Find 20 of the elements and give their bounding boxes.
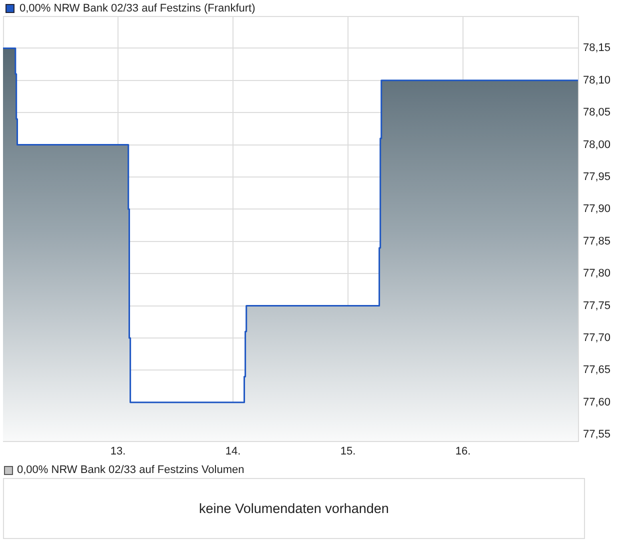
x-tick-label: 14. xyxy=(225,446,241,458)
y-tick-label: 77,85 xyxy=(583,235,611,248)
y-tick-label: 78,05 xyxy=(583,106,611,119)
x-tick-label: 15. xyxy=(340,446,356,458)
text: keine Volumendaten vorhanden xyxy=(199,501,389,516)
y-tick-label: 77,75 xyxy=(583,300,611,312)
y-tick-label: 77,55 xyxy=(583,428,611,441)
y-tick-label: 78,15 xyxy=(583,42,611,54)
y-tick-label: 78,00 xyxy=(583,138,611,151)
y-tick-label: 77,95 xyxy=(583,171,611,184)
y-tick-label: 78,10 xyxy=(583,74,611,86)
y-tick-label: 77,70 xyxy=(583,332,611,344)
y-tick-label: 77,65 xyxy=(583,364,611,376)
text: 0,00% NRW Bank 02/33 auf Festzins Volumen xyxy=(17,464,244,476)
y-tick-label: 77,90 xyxy=(583,203,611,216)
y-tick-label: 77,60 xyxy=(583,396,611,408)
x-tick-label: 16. xyxy=(455,446,471,458)
x-tick-label: 13. xyxy=(110,446,126,458)
legend-label: 0,00% NRW Bank 02/33 auf Festzins (Frankfurt) xyxy=(20,2,256,15)
y-tick-label: 77,80 xyxy=(583,268,611,280)
